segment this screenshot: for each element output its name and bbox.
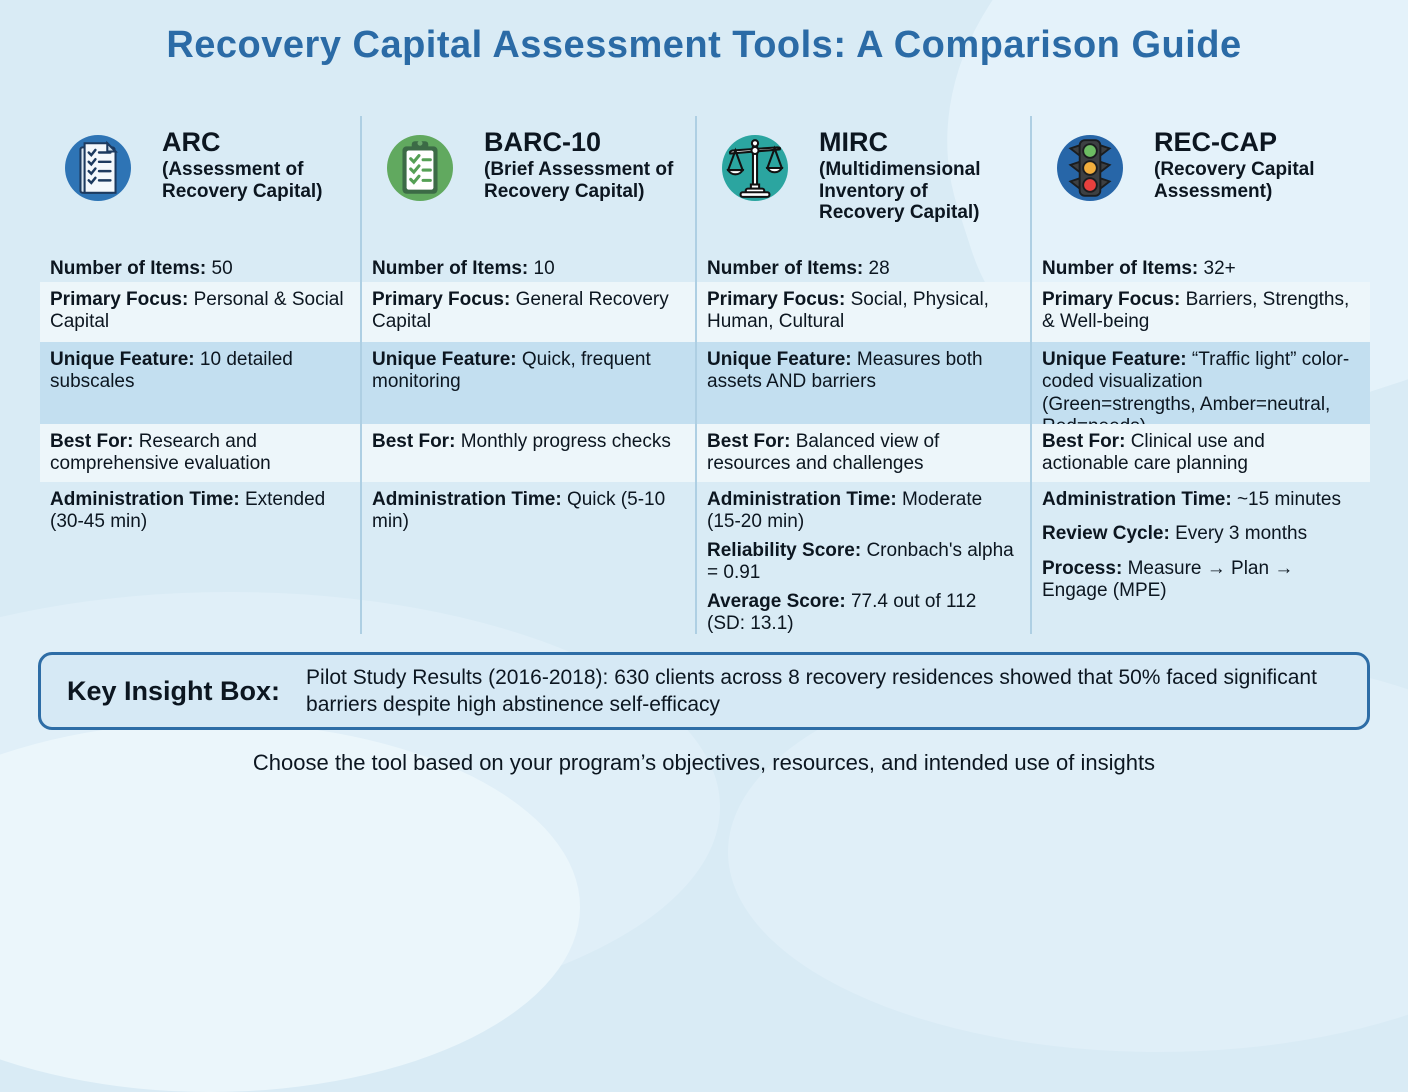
cell-arc-primary-focus: Primary Focus: Personal & Social Capital — [40, 282, 362, 342]
cell-mirc-extras: Administration Time: Moderate (15-20 min… — [697, 482, 1032, 634]
tool-name-barc10: BARC-10 — [484, 127, 602, 157]
cell-barc10-primary-focus: Primary Focus: General Recovery Capital — [362, 282, 697, 342]
cell-arc-extras: Administration Time: Extended (30-45 min… — [40, 482, 362, 634]
page-title: Recovery Capital Assessment Tools: A Com… — [166, 24, 1242, 66]
cell-reccap-primary-focus: Primary Focus: Barriers, Strengths, & We… — [1032, 282, 1370, 342]
cell-mirc-best-for: Best For: Balanced view of resources and… — [697, 424, 1032, 482]
cell-reccap-unique-feature: Unique Feature: “Traffic light” color-co… — [1032, 342, 1370, 437]
cell-barc10-extras: Administration Time: Quick (5-10 min) — [362, 482, 697, 634]
key-insight-text: Pilot Study Results (2016-2018): 630 cli… — [306, 665, 1317, 716]
column-header-mirc: MIRC (Multidimensional Inventory of Reco… — [697, 116, 1032, 248]
cell-barc10-number-of-items: Number of Items: 10 — [362, 248, 697, 282]
tool-subtitle-mirc: (Multidimensional Inventory of Recovery … — [819, 159, 981, 223]
cell-reccap-number-of-items: Number of Items: 32+ — [1042, 258, 1236, 279]
column-header-arc: ARC (Assessment of Recovery Capital) — [40, 116, 362, 248]
key-insight-box: Key Insight Box: Pilot Study Results (20… — [38, 652, 1370, 730]
traffic-light-icon — [1042, 120, 1138, 216]
cell-mirc-unique-feature: Unique Feature: Measures both assets AND… — [697, 342, 1032, 424]
key-insight-label: Key Insight Box: — [67, 675, 281, 706]
tool-name-arc: ARC — [162, 127, 221, 157]
cell-arc-number-of-items: Number of Items: 50 — [40, 248, 362, 282]
cell-reccap-best-for: Best For: Clinical use and actionable ca… — [1032, 424, 1370, 482]
cell-barc10-best-for: Best For: Monthly progress checks — [362, 424, 697, 482]
clipboard-checklist-icon — [372, 120, 468, 216]
balance-scale-icon — [707, 120, 803, 216]
cell-reccap-extras: Administration Time: ~15 minutes Review … — [1042, 489, 1341, 602]
tool-name-mirc: MIRC — [819, 127, 888, 157]
tool-subtitle-reccap: (Recovery Capital Assessment) — [1154, 159, 1315, 202]
comparison-table: ARC (Assessment of Recovery Capital) — [40, 116, 1370, 634]
cell-mirc-number-of-items: Number of Items: 28 — [697, 248, 1032, 282]
cell-mirc-primary-focus: Primary Focus: Social, Physical, Human, … — [697, 282, 1032, 342]
cell-arc-best-for: Best For: Research and comprehensive eva… — [40, 424, 362, 482]
column-header-barc10: BARC-10 (Brief Assessment of Recovery Ca… — [362, 116, 697, 248]
tool-subtitle-barc10: (Brief Assessment of Recovery Capital) — [484, 159, 674, 202]
tool-name-reccap: REC-CAP — [1154, 127, 1278, 157]
cell-barc10-unique-feature: Unique Feature: Quick, frequent monitori… — [362, 342, 697, 424]
checklist-document-icon — [50, 120, 146, 216]
tool-subtitle-arc: (Assessment of Recovery Capital) — [162, 159, 323, 202]
cell-arc-unique-feature: Unique Feature: 10 detailed subscales — [40, 342, 362, 424]
footer-note: Choose the tool based on your program’s … — [252, 750, 1156, 775]
column-header-reccap: REC-CAP (Recovery Capital Assessment) — [1032, 116, 1370, 248]
